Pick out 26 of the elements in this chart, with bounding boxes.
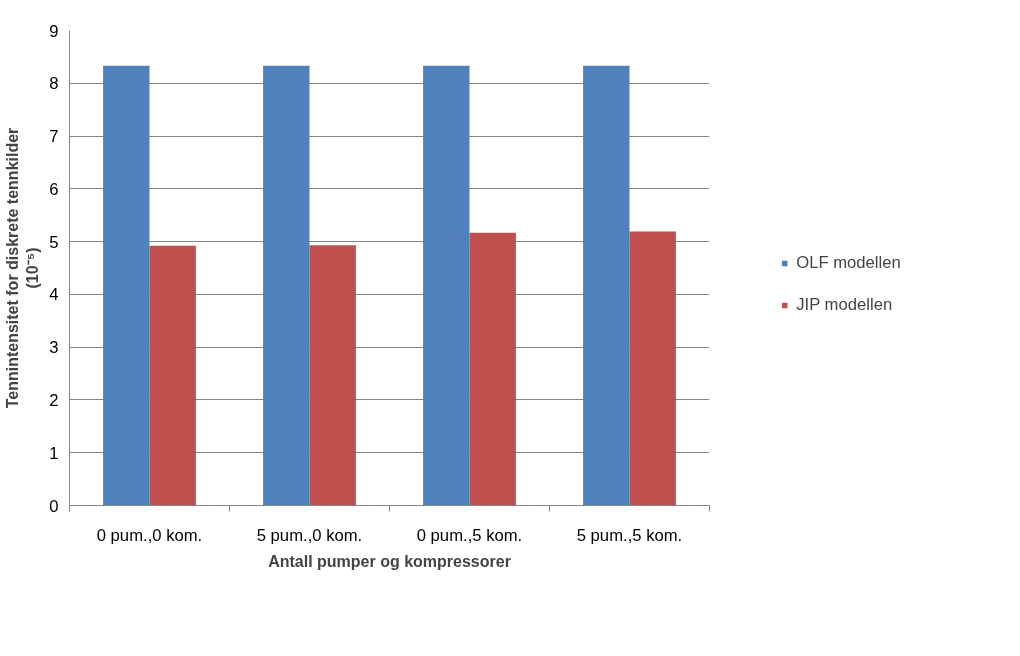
bar bbox=[469, 232, 516, 506]
legend-label: JIP modellen bbox=[796, 295, 893, 315]
y-axis-title: Tennintensitet for diskrete tennkilder (10⁻⁵) bbox=[3, 127, 42, 409]
x-tick-label: 5 pum.,5 kom. bbox=[576, 525, 683, 545]
y-tick-label: 3 bbox=[49, 338, 59, 358]
bar bbox=[103, 65, 150, 506]
y-tick-label: 9 bbox=[49, 21, 59, 41]
bar bbox=[263, 65, 310, 506]
bar bbox=[149, 245, 196, 506]
x-tick-label: 0 pum.,5 kom. bbox=[416, 525, 523, 545]
bar bbox=[583, 65, 630, 506]
bar bbox=[423, 65, 470, 506]
y-tick-label: 0 bbox=[49, 496, 59, 516]
y-tick-label: 7 bbox=[49, 127, 59, 147]
legend-label: OLF modellen bbox=[796, 253, 901, 273]
x-tick-label: 5 pum.,0 kom. bbox=[256, 525, 363, 545]
y-tick-label: 4 bbox=[49, 285, 59, 305]
bar bbox=[629, 231, 676, 506]
y-tick-label: 1 bbox=[49, 443, 59, 463]
bar bbox=[309, 245, 356, 506]
x-tick-label: 0 pum.,0 kom. bbox=[96, 525, 203, 545]
y-tick-label: 5 bbox=[49, 232, 59, 252]
x-axis-title: Antall pumper og kompressorer bbox=[268, 552, 511, 570]
y-tick-label: 6 bbox=[49, 179, 59, 199]
y-tick-label: 2 bbox=[49, 390, 59, 410]
y-tick-label: 8 bbox=[49, 74, 59, 94]
